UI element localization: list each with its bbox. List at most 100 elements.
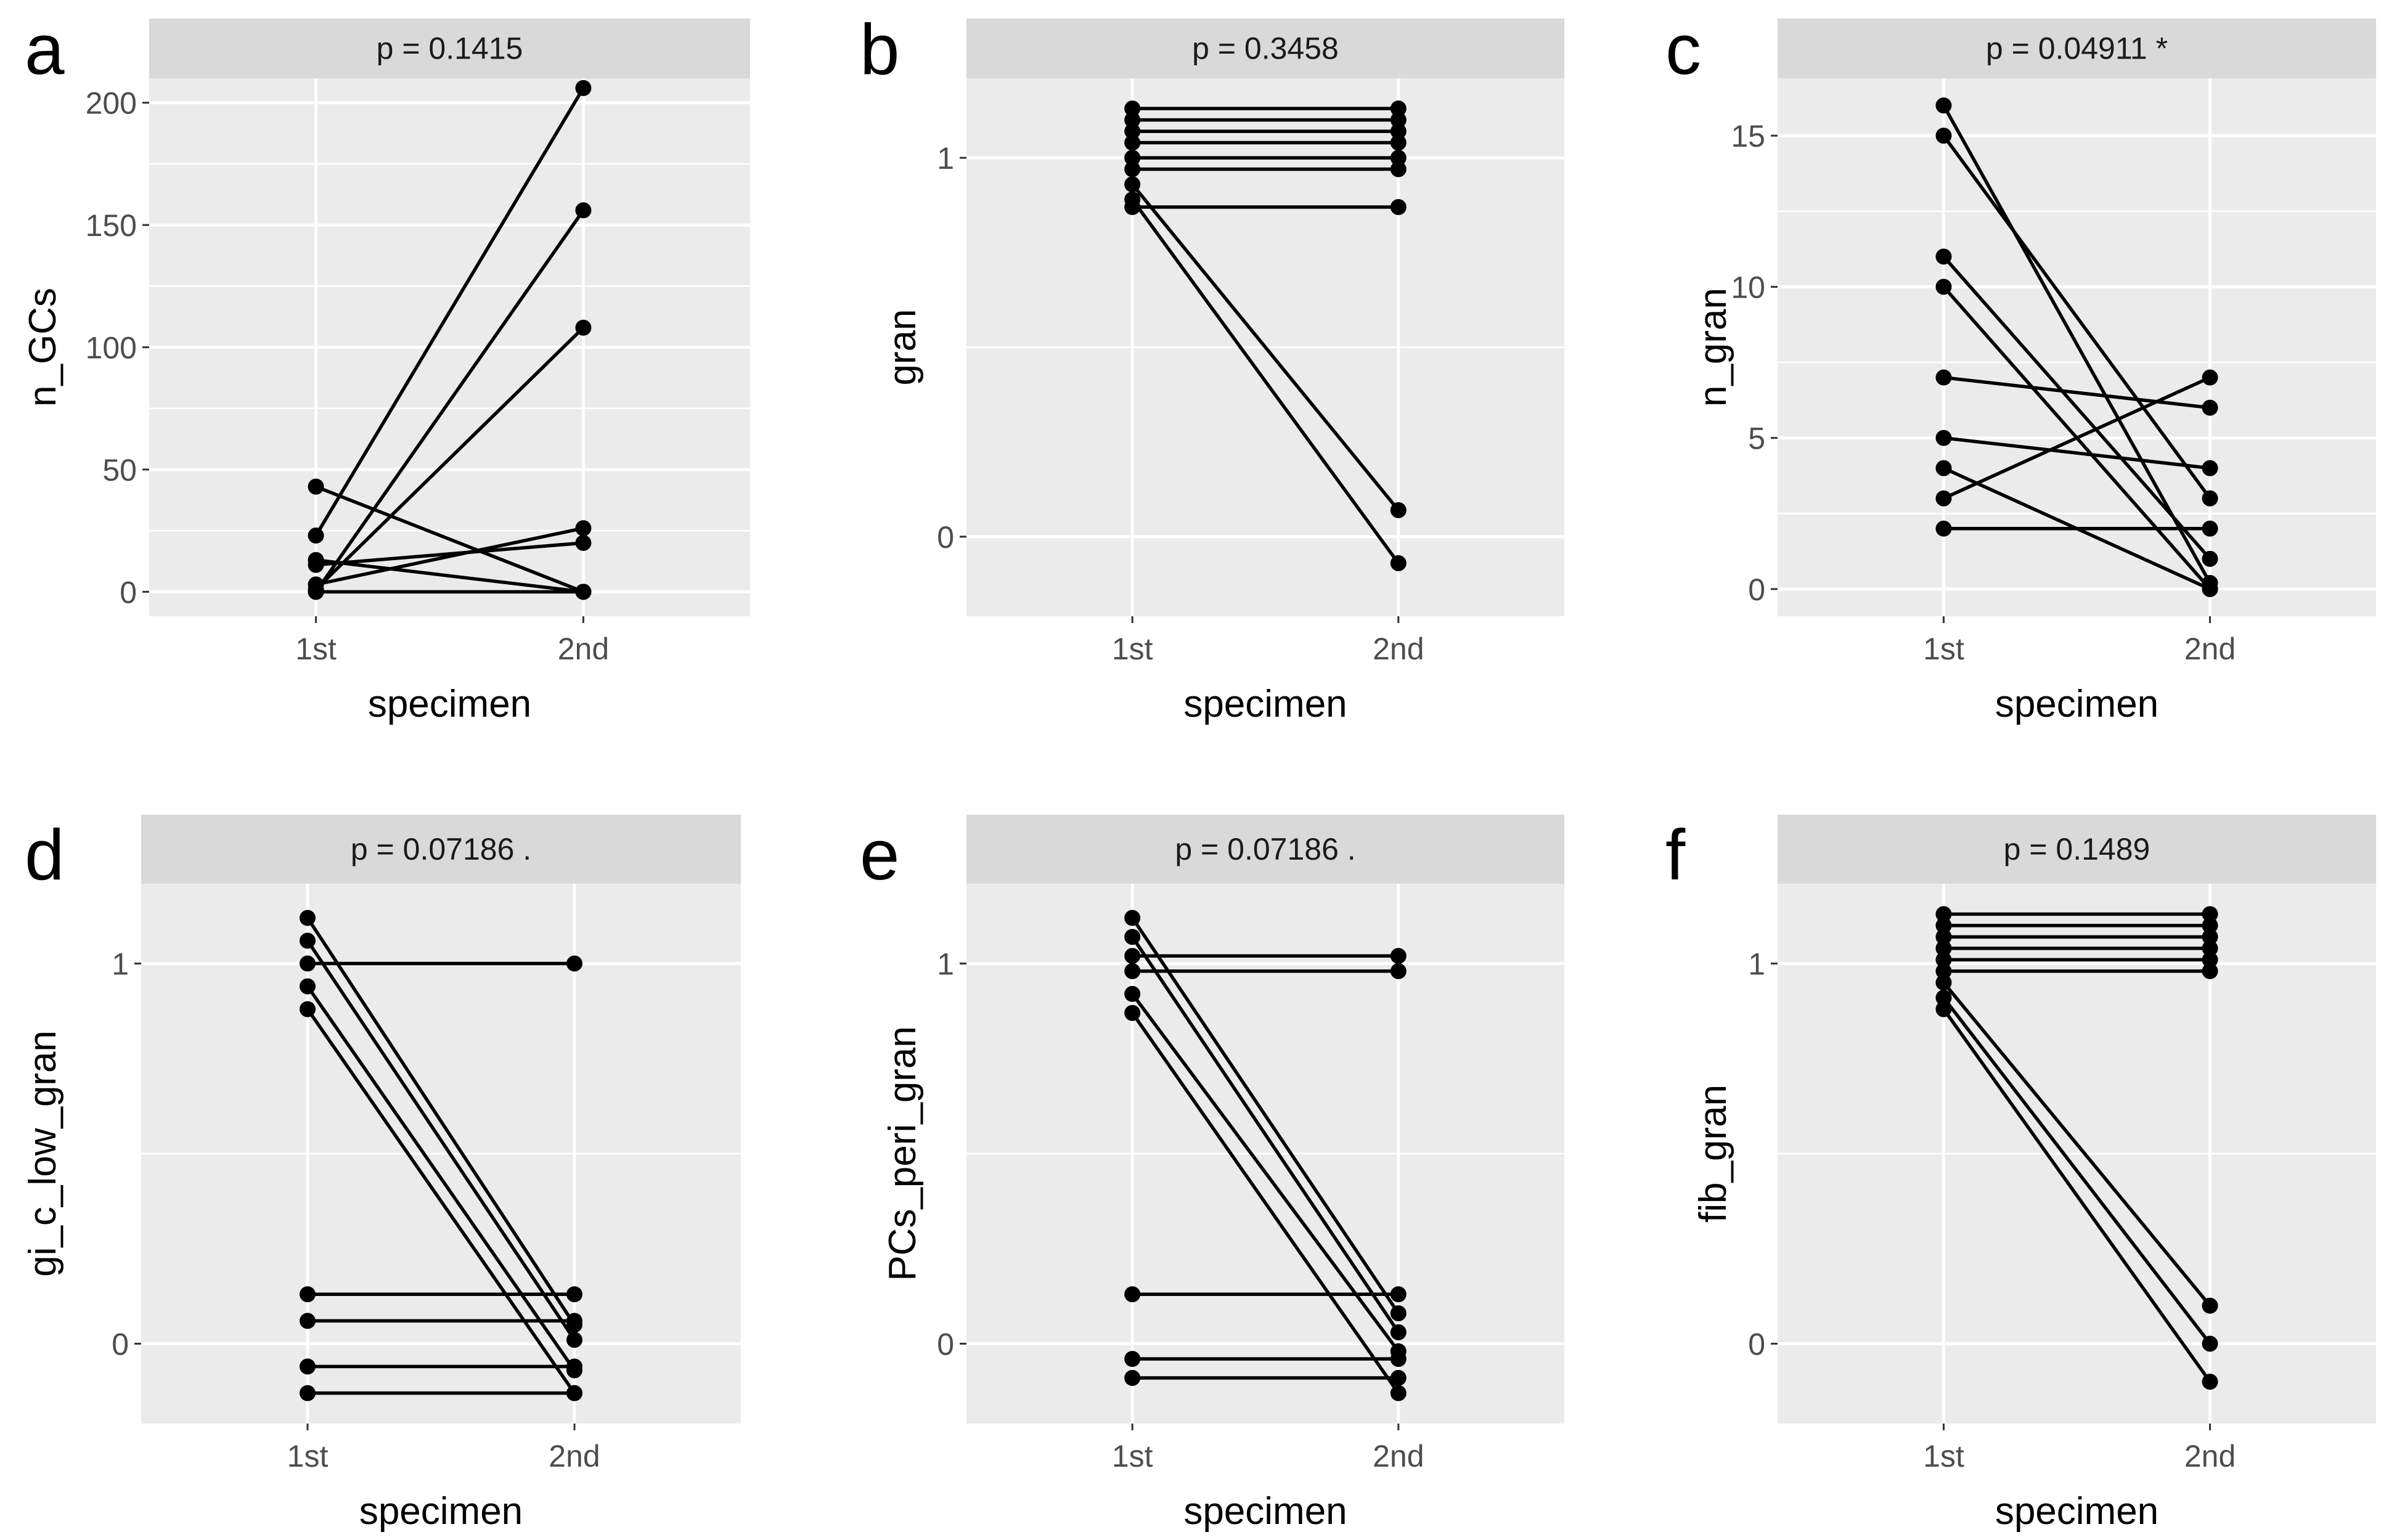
panel-b-point-2nd-9 — [1390, 199, 1407, 216]
panel-b-point-1st-2 — [1124, 112, 1141, 128]
panel-b-point-1st-3 — [1124, 123, 1141, 140]
panel-c-pair-line-2 — [1942, 134, 2212, 500]
panel-a-ytick-label: 50 — [102, 453, 137, 487]
panel-c-ytick-label: 0 — [1748, 572, 1765, 607]
panel-c-pair-line-3 — [1942, 255, 2212, 560]
panel-d-letter: d — [25, 815, 65, 895]
panel-b-point-2nd-6 — [1390, 161, 1407, 177]
panel-e-xtick-label: 1st — [1112, 1439, 1153, 1473]
panel-d-xtick-label: 2nd — [549, 1439, 600, 1473]
panel-d-xtick-label: 1st — [287, 1439, 329, 1473]
panel-a-ytick-label: 100 — [86, 331, 137, 365]
panel-c-strip-label: p = 0.04911 * — [1986, 31, 2168, 66]
panel-e-point-1st-9 — [1124, 1369, 1141, 1386]
panel-e-strip-label: p = 0.07186 . — [1175, 832, 1355, 866]
panel-f-pair-line-9 — [1942, 1008, 2212, 1383]
panel-f-point-2nd-6 — [2202, 963, 2218, 979]
panel-d-strip — [141, 815, 741, 884]
panel-a-point-2nd-6 — [575, 319, 592, 336]
panel-b-ytick-label: 0 — [937, 520, 954, 555]
panel-c-ytick-label: 15 — [1731, 119, 1765, 153]
panel-f-point-1st-2 — [1935, 917, 1952, 934]
panel-f-letter: f — [1665, 815, 1686, 895]
panel-a: a p = 0.1415 0 50 100 150 200 1st 2nd specimen n_G… — [22, 9, 750, 725]
panel-c-point-2nd-9 — [2202, 520, 2218, 537]
panel-a-y-title: n_GCs — [22, 288, 64, 407]
panel-b-pair-line-8 — [1130, 198, 1400, 564]
panel-a-pair-line-1 — [315, 485, 584, 593]
panel-c-point-1st-3 — [1935, 248, 1952, 265]
panel-f-point-2nd-3 — [2202, 929, 2218, 945]
panel-b-point-2nd-8 — [1390, 555, 1407, 571]
panel-b-strip — [966, 18, 1564, 78]
panel-f-point-2nd-4 — [2202, 940, 2218, 956]
panel-d-y-title: gi_c_low_gran — [22, 1030, 64, 1277]
panel-d-point-2nd-2 — [566, 1332, 582, 1348]
panel-c-point-1st-9 — [1935, 520, 1952, 537]
panel-a-point-2nd-2 — [575, 79, 592, 96]
panel-f-pair-line-8 — [1942, 996, 2212, 1345]
panel-e-point-2nd-6 — [1390, 1385, 1407, 1401]
panel-f-strip-label: p = 0.1489 — [2004, 832, 2150, 866]
panel-b-point-1st-4 — [1124, 134, 1141, 151]
panel-c-pair-line-8 — [1943, 376, 2211, 500]
panel-a-point-2nd-7 — [575, 202, 592, 219]
panel-f-point-1st-7 — [1935, 974, 1952, 991]
panel-e-point-1st-6 — [1124, 1004, 1141, 1021]
panel-c-pair-line-6 — [1943, 436, 2210, 470]
panel-b-point-2nd-1 — [1390, 100, 1407, 117]
panel-e-strip — [966, 815, 1564, 884]
panel-c-point-1st-2 — [1935, 128, 1952, 144]
panel-f-y-title: fib_gran — [1692, 1085, 1734, 1223]
panel-a-ytick-label: 150 — [86, 208, 137, 243]
panel-b-point-1st-1 — [1124, 100, 1141, 117]
panel-e-point-2nd-4 — [1390, 963, 1407, 979]
panel-c-point-2nd-7 — [2202, 581, 2218, 597]
panel-c-point-2nd-6 — [2202, 460, 2218, 476]
panel-c-point-1st-7 — [1935, 460, 1952, 476]
panel-d-point-2nd-7 — [566, 1313, 582, 1329]
panel-d-point-1st-5 — [300, 1001, 316, 1017]
panel-a-point-2nd-4 — [575, 534, 592, 551]
panel-e-pair-line-6 — [1130, 1012, 1400, 1395]
panel-f-xtick-label: 1st — [1923, 1439, 1964, 1473]
panel-e-point-1st-2 — [1124, 929, 1141, 945]
panel-b-point-2nd-7 — [1390, 502, 1407, 518]
panel-d-point-2nd-3 — [566, 955, 582, 972]
panel-b-ytick-label: 1 — [937, 141, 954, 176]
panel-a-pair-line-4 — [316, 541, 584, 567]
panel-b-xtick-label: 2nd — [1373, 632, 1424, 666]
panel-c-xtick-label: 1st — [1923, 632, 1964, 666]
panel-b: b p = 0.3458 0 1 1st 2nd specimen gran — [860, 9, 1564, 725]
panel-d-pair-line-5 — [306, 1008, 576, 1395]
panel-d-pair-line-4 — [306, 985, 576, 1372]
panel-f-point-2nd-9 — [2202, 1374, 2218, 1390]
panel-a-xtick-label: 2nd — [558, 632, 609, 666]
panel-d-x-title: specimen — [359, 1490, 523, 1533]
panel-c-pair-line-5 — [1943, 375, 2210, 410]
panel-e-point-1st-3 — [1124, 948, 1141, 964]
panel-a-x-title: specimen — [368, 683, 531, 725]
panel-f: f p = 0.1489 0 1 1st 2nd specimen fib_gran — [1665, 815, 2376, 1533]
panel-f-point-1st-9 — [1935, 1001, 1952, 1017]
panel-d-point-1st-2 — [300, 932, 316, 949]
panel-c-point-2nd-8 — [2202, 369, 2218, 386]
panel-c-point-2nd-3 — [2202, 550, 2218, 567]
panel-d: d p = 0.07186 . 0 1 1st 2nd specimen gi_c_low_g… — [22, 815, 741, 1533]
panel-d-point-2nd-6 — [566, 1286, 582, 1303]
panel-c-point-2nd-2 — [2202, 490, 2218, 507]
panel-c-y-title: n_gran — [1692, 288, 1734, 407]
panel-c-letter: c — [1665, 9, 1701, 89]
panel-d-point-1st-8 — [300, 1358, 316, 1375]
panel-b-pair-line-7 — [1131, 183, 1400, 511]
panel-f-point-2nd-8 — [2202, 1335, 2218, 1352]
panel-e-ytick-label: 0 — [937, 1327, 954, 1361]
panel-f-point-1st-3 — [1935, 929, 1952, 945]
panel-e-point-2nd-9 — [1390, 1369, 1407, 1386]
panel-c-xtick-label: 2nd — [2184, 632, 2236, 666]
panel-f-point-1st-6 — [1935, 963, 1952, 979]
panel-e-point-1st-8 — [1124, 1351, 1141, 1367]
panel-a-point-1st-2 — [308, 528, 324, 544]
panel-e-ytick-label: 1 — [937, 947, 954, 982]
panel-f-xtick-label: 2nd — [2184, 1439, 2236, 1473]
